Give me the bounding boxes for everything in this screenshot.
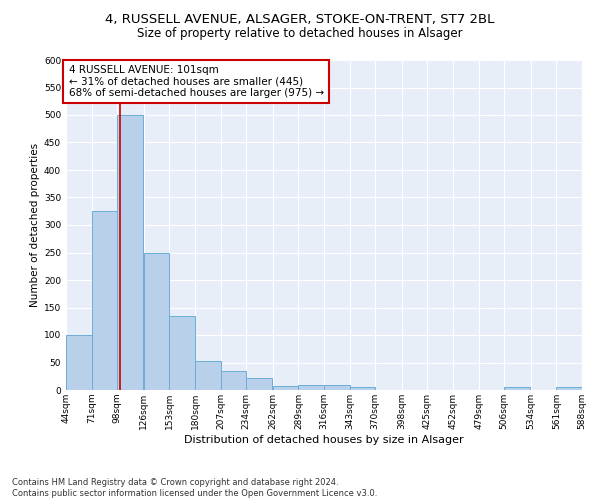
X-axis label: Distribution of detached houses by size in Alsager: Distribution of detached houses by size … — [184, 434, 464, 444]
Bar — [350, 387, 375, 390]
Bar — [195, 362, 221, 390]
Bar — [221, 371, 246, 390]
Text: Contains HM Land Registry data © Crown copyright and database right 2024.
Contai: Contains HM Land Registry data © Crown c… — [12, 478, 377, 498]
Text: 4, RUSSELL AVENUE, ALSAGER, STOKE-ON-TRENT, ST7 2BL: 4, RUSSELL AVENUE, ALSAGER, STOKE-ON-TRE… — [106, 12, 494, 26]
Bar — [169, 316, 195, 390]
Bar — [298, 384, 324, 390]
Text: 4 RUSSELL AVENUE: 101sqm
← 31% of detached houses are smaller (445)
68% of semi-: 4 RUSSELL AVENUE: 101sqm ← 31% of detach… — [68, 65, 324, 98]
Bar — [246, 378, 272, 390]
Bar — [66, 335, 92, 390]
Bar — [504, 387, 530, 390]
Text: Size of property relative to detached houses in Alsager: Size of property relative to detached ho… — [137, 28, 463, 40]
Bar — [556, 387, 582, 390]
Bar — [324, 384, 350, 390]
Bar — [273, 386, 298, 390]
Y-axis label: Number of detached properties: Number of detached properties — [30, 143, 40, 307]
Bar — [117, 115, 143, 390]
Bar — [144, 252, 169, 390]
Bar — [92, 211, 117, 390]
